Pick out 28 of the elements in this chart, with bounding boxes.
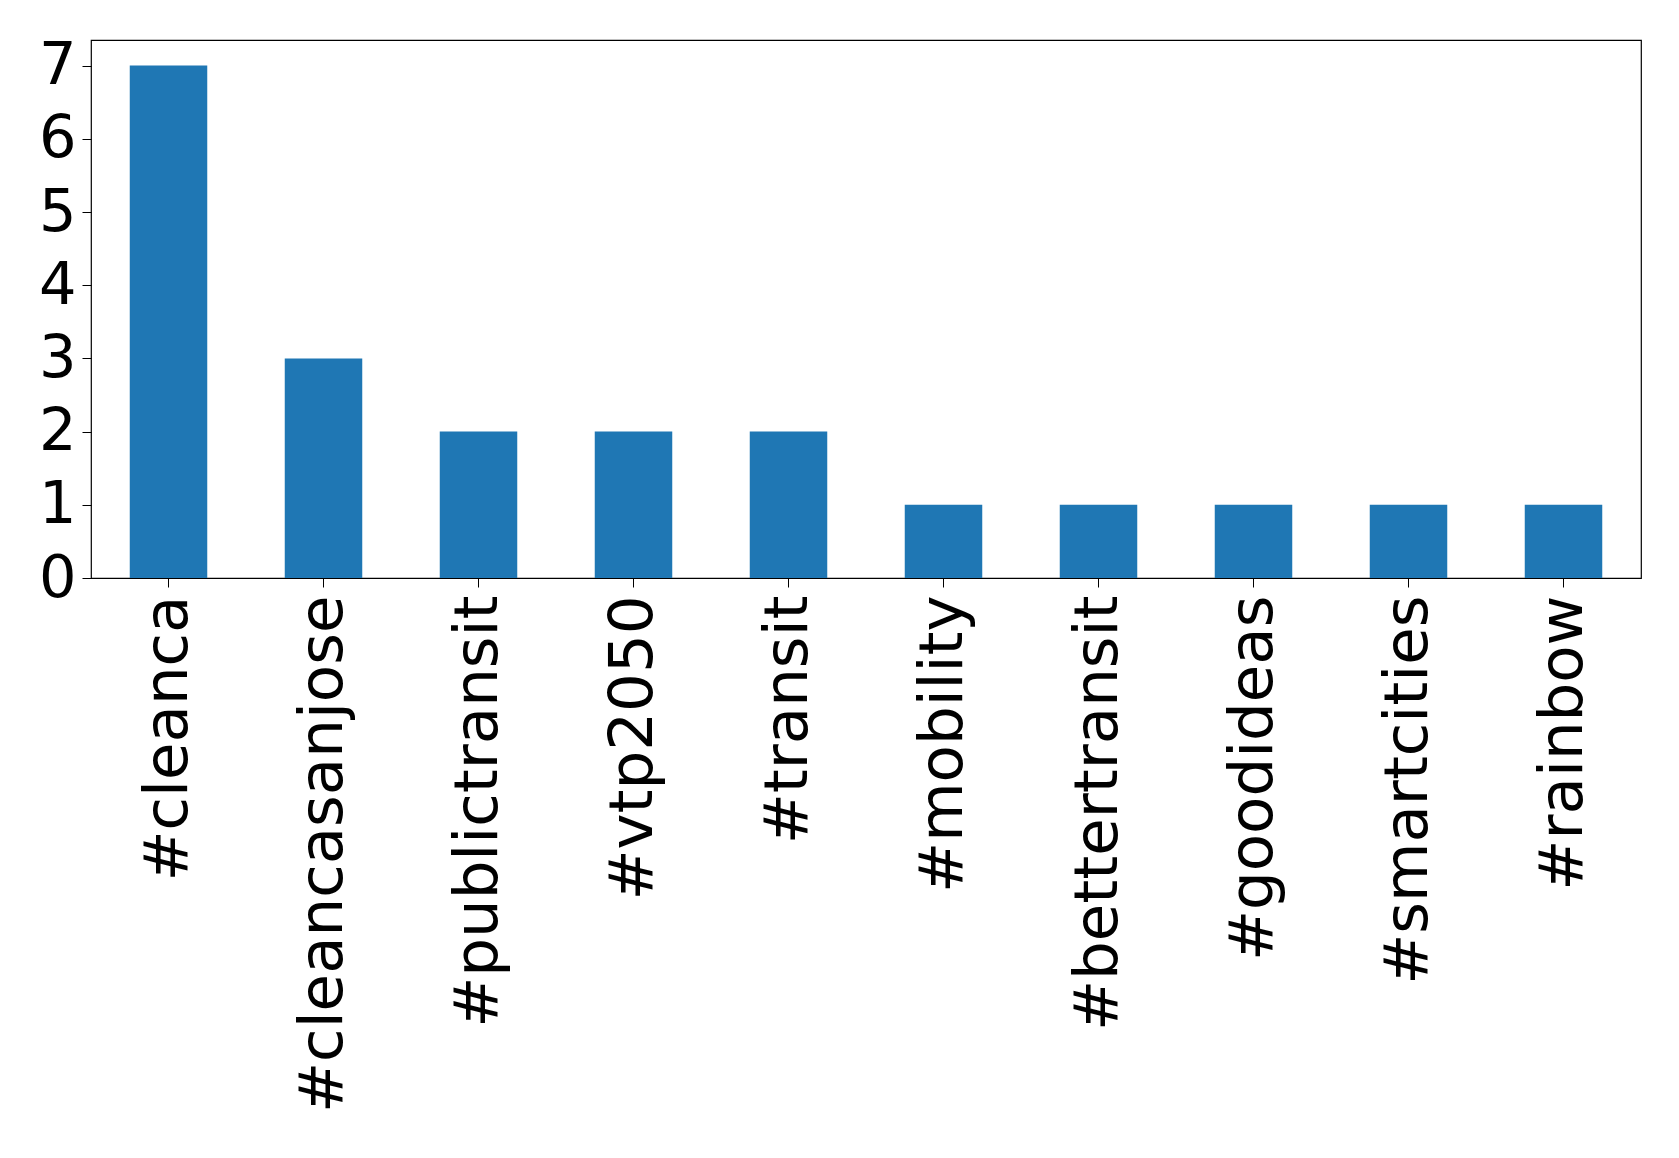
bar: [904, 504, 983, 578]
y-tick-label: 4: [38, 248, 77, 318]
y-tick-label: 6: [38, 102, 77, 172]
bar: [1369, 504, 1448, 578]
x-tick-label: #cleancasanjose: [284, 595, 356, 1113]
x-tick-label: #vtp2050: [594, 595, 666, 901]
x-tick-label: #goodideas: [1214, 595, 1286, 962]
x-tick-label: #transit: [749, 595, 821, 845]
bar: [1214, 504, 1293, 578]
x-tick-label: #cleanca: [129, 595, 201, 882]
y-tick-label: 5: [38, 175, 77, 245]
bar: [594, 431, 673, 578]
x-tick-label: #bettertransit: [1059, 595, 1131, 1031]
bar: [1059, 504, 1138, 578]
y-tick-label: 2: [38, 395, 77, 465]
bar: [284, 358, 363, 578]
x-tick-label: #rainbow: [1524, 595, 1596, 891]
x-tick-label: #mobility: [904, 595, 976, 893]
x-tick-label: #publictransit: [439, 595, 511, 1028]
x-tick-label: #smartcities: [1369, 595, 1441, 985]
y-tick-label: 0: [38, 541, 77, 611]
bar: [439, 431, 518, 578]
y-tick-label: 7: [38, 29, 77, 99]
bar: [1524, 504, 1603, 578]
bar: [749, 431, 828, 578]
y-tick-label: 3: [38, 321, 77, 391]
y-tick-label: 1: [38, 468, 77, 538]
bar: [129, 65, 208, 578]
